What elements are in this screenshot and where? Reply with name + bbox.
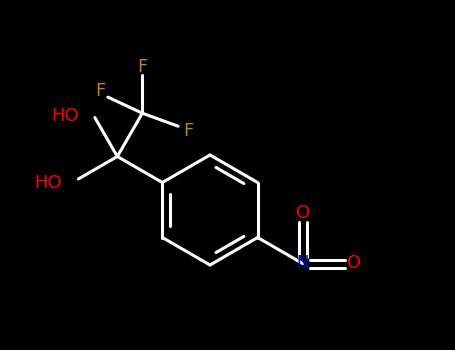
Text: F: F [183,122,193,140]
Text: F: F [137,58,147,76]
Text: O: O [296,203,310,222]
Text: HO: HO [51,106,79,125]
Text: O: O [347,254,361,273]
Text: HO: HO [35,174,62,192]
Text: F: F [95,82,105,100]
Text: N: N [296,254,309,273]
